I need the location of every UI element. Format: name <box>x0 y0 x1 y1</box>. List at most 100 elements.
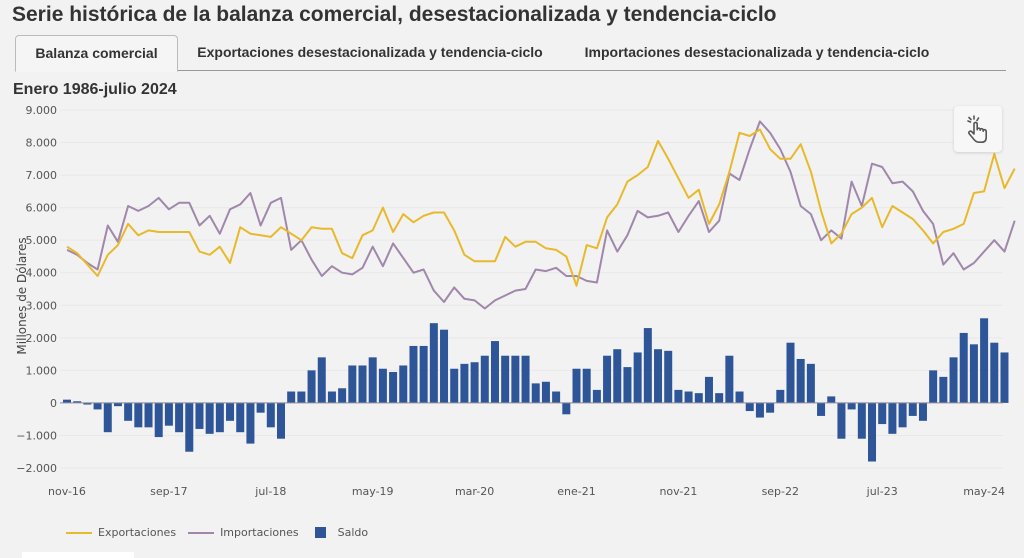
tab-importaciones[interactable]: Importaciones desestacionalizada y tende… <box>584 44 930 60</box>
y-tick-label: −2.000 <box>16 462 57 475</box>
saldo-bar <box>582 368 591 403</box>
legend-label-saldo: Saldo <box>337 526 369 539</box>
saldo-bar <box>755 402 764 418</box>
saldo-bar <box>654 349 663 403</box>
saldo-bar <box>552 391 561 403</box>
saldo-bar <box>327 391 336 403</box>
saldo-bar <box>694 393 703 403</box>
saldo-bar <box>531 383 540 403</box>
saldo-bar <box>613 349 622 403</box>
saldo-bar <box>389 371 398 403</box>
saldo-bar <box>766 402 775 413</box>
y-tick-label: 4.000 <box>26 267 58 280</box>
saldo-bar <box>103 402 112 433</box>
saldo-bar <box>226 402 235 421</box>
legend-label-exportaciones: Exportaciones <box>98 526 177 539</box>
saldo-bar <box>236 402 245 433</box>
saldo-bar <box>745 402 754 412</box>
saldo-bar <box>715 393 724 403</box>
saldo-bar <box>154 402 163 438</box>
grid-lines <box>60 109 1003 469</box>
saldo-bar <box>969 344 978 403</box>
interaction-hint-button[interactable] <box>954 106 1002 152</box>
y-tick-label: 8.000 <box>26 137 58 150</box>
legend-item-saldo[interactable]: Saldo <box>311 526 369 539</box>
legend-item-importaciones[interactable]: Importaciones <box>188 526 299 539</box>
chart-subtitle: Enero 1986-julio 2024 <box>13 81 177 98</box>
saldo-bar <box>338 388 347 403</box>
saldo-bar <box>73 401 82 403</box>
tab-bar: Balanza comercial Exportaciones desestac… <box>15 35 1006 72</box>
saldo-bar <box>124 402 133 421</box>
saldo-bar <box>521 355 530 403</box>
saldo-bar <box>786 342 795 403</box>
saldo-bar <box>83 402 92 405</box>
saldo-bar <box>470 362 479 403</box>
saldo-bar <box>205 402 214 434</box>
y-axis-ticks: −2.000 −1.000 0 1.000 2.000 3.000 4.000 5.000 6.… <box>16 104 57 475</box>
saldo-bar <box>664 350 673 403</box>
saldo-bar <box>643 328 652 403</box>
y-tick-label: 1.000 <box>26 364 58 377</box>
tab-balanza-comercial[interactable]: Balanza comercial <box>15 35 178 72</box>
saldo-bar <box>704 376 713 403</box>
x-tick-label: may-19 <box>352 485 394 498</box>
saldo-bar <box>541 381 550 403</box>
saldo-bar <box>735 391 744 403</box>
legend-line-importaciones <box>188 531 215 534</box>
y-tick-label: −1.000 <box>16 429 57 442</box>
saldo-bar <box>949 357 958 403</box>
saldo-bar <box>857 402 866 439</box>
saldo-bar <box>378 368 387 403</box>
saldo-bar <box>959 332 968 403</box>
legend-label-importaciones: Importaciones <box>220 526 299 539</box>
saldo-bar <box>918 402 927 421</box>
saldo-bar <box>684 391 693 403</box>
saldo-bar <box>888 402 897 434</box>
saldo-bar <box>990 342 999 403</box>
x-tick-label: sep-22 <box>762 485 799 498</box>
saldo-bar <box>429 323 438 403</box>
x-axis-ticks: nov-16 sep-17 jul-18 may-19 mar-20 ene-21 nov-… <box>48 485 1005 498</box>
legend-line-exportaciones <box>66 531 92 534</box>
x-tick-label: jul-18 <box>254 485 286 498</box>
saldo-bar <box>623 367 632 403</box>
saldo-bar <box>450 368 459 403</box>
y-axis-label: Millones de Dólares <box>15 237 29 354</box>
x-tick-label: jul-23 <box>866 485 898 498</box>
saldo-bar <box>929 370 938 403</box>
x-tick-label: mar-20 <box>455 485 494 498</box>
x-tick-label: nov-16 <box>48 485 86 498</box>
saldo-bar <box>297 391 306 403</box>
saldo-bar <box>501 355 510 403</box>
saldo-bar <box>674 389 683 403</box>
saldo-bar <box>817 402 826 416</box>
saldo-bars <box>60 318 1009 462</box>
saldo-bar <box>440 329 449 403</box>
saldo-bar <box>572 368 581 403</box>
saldo-bar <box>348 365 357 403</box>
saldo-bar <box>276 402 285 439</box>
saldo-bar <box>868 402 877 462</box>
saldo-bar <box>266 402 275 428</box>
saldo-bar <box>175 402 184 433</box>
y-tick-label: 0 <box>50 397 57 410</box>
saldo-bar <box>490 341 499 403</box>
saldo-bar <box>980 318 989 403</box>
saldo-bar <box>796 358 805 403</box>
legend-item-exportaciones[interactable]: Exportaciones <box>66 526 176 539</box>
saldo-bar <box>409 345 418 403</box>
saldo-bar <box>144 402 153 428</box>
line-importaciones <box>66 120 1016 310</box>
saldo-bar <box>837 402 846 439</box>
y-tick-label: 6.000 <box>26 202 58 215</box>
tab-exportaciones[interactable]: Exportaciones desestacionalizada y tende… <box>197 44 543 60</box>
saldo-bar <box>898 402 907 428</box>
saldo-bar <box>93 402 102 410</box>
saldo-bar <box>164 402 173 426</box>
saldo-bar <box>134 402 143 428</box>
saldo-bar <box>592 389 601 403</box>
page-title: Serie histórica de la balanza comercial,… <box>12 3 777 26</box>
x-tick-label: nov-21 <box>659 485 697 498</box>
